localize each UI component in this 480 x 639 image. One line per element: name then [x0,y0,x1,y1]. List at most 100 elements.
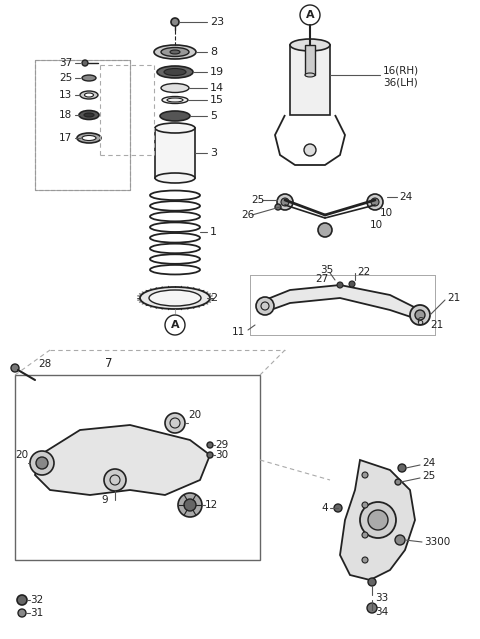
Ellipse shape [140,287,210,309]
Polygon shape [265,285,420,320]
Text: 24: 24 [422,458,435,468]
Text: 2: 2 [210,293,217,303]
Circle shape [184,499,196,511]
Circle shape [334,504,342,512]
Circle shape [104,469,126,491]
Ellipse shape [305,73,315,77]
Polygon shape [340,460,415,580]
Bar [250,275,435,335]
Circle shape [207,442,213,448]
Text: 21: 21 [447,293,460,303]
Text: 10: 10 [370,220,383,230]
Circle shape [368,510,388,530]
Ellipse shape [149,290,201,306]
Text: 11: 11 [232,327,245,337]
Text: 19: 19 [210,67,224,77]
Ellipse shape [154,45,196,59]
Circle shape [36,457,48,469]
Circle shape [368,578,376,586]
Circle shape [178,493,202,517]
Ellipse shape [77,133,101,143]
Text: 25: 25 [252,195,265,205]
Text: 4: 4 [322,503,328,513]
Text: 36(LH): 36(LH) [383,77,418,87]
Circle shape [30,451,54,475]
Circle shape [18,609,26,617]
Text: 3: 3 [210,148,217,158]
Text: 5: 5 [210,111,217,121]
Text: 35: 35 [320,265,333,275]
Text: 10: 10 [380,208,393,218]
Circle shape [367,603,377,613]
Circle shape [171,18,179,26]
Circle shape [395,479,401,485]
Circle shape [275,204,281,210]
Circle shape [207,452,213,458]
Circle shape [318,223,332,237]
Bar [35,60,130,190]
Circle shape [17,595,27,605]
Text: 24: 24 [399,192,412,202]
Text: 18: 18 [59,110,72,120]
Text: 17: 17 [59,133,72,143]
Ellipse shape [161,84,189,93]
Text: 9: 9 [102,495,108,505]
Ellipse shape [164,68,186,75]
Text: 37: 37 [59,58,72,68]
Text: 27: 27 [315,274,328,284]
Text: A: A [306,10,314,20]
Circle shape [360,502,396,538]
Ellipse shape [155,173,195,183]
Text: 30: 30 [215,450,228,460]
Text: 33: 33 [375,593,388,603]
Ellipse shape [155,123,195,133]
Text: 28: 28 [38,359,51,369]
Circle shape [371,198,379,206]
Circle shape [362,502,368,508]
Circle shape [398,464,406,472]
Text: A: A [171,320,180,330]
Text: 7: 7 [105,357,112,369]
Ellipse shape [82,135,96,141]
Text: 26: 26 [242,210,255,220]
Ellipse shape [157,66,193,78]
Text: 13: 13 [59,90,72,100]
Text: 25: 25 [59,73,72,83]
Circle shape [82,60,88,66]
Circle shape [11,364,19,372]
Circle shape [395,535,405,545]
Text: 25: 25 [422,471,435,481]
Circle shape [362,532,368,538]
Circle shape [304,144,316,156]
Text: 20: 20 [15,450,28,460]
Ellipse shape [82,75,96,81]
Bar [155,128,195,178]
Bar [305,45,315,75]
Circle shape [410,305,430,325]
Text: 22: 22 [357,267,370,277]
Text: 21: 21 [430,320,443,330]
Circle shape [349,281,355,287]
Text: 8: 8 [210,47,217,57]
Circle shape [277,194,293,210]
Circle shape [367,194,383,210]
Text: 12: 12 [205,500,218,510]
Circle shape [337,282,343,288]
Circle shape [362,557,368,563]
Ellipse shape [79,111,99,119]
Text: 6: 6 [417,317,423,327]
Ellipse shape [84,113,94,117]
Text: 31: 31 [30,608,43,618]
Bar [290,45,330,115]
Circle shape [415,310,425,320]
Text: 15: 15 [210,95,224,105]
Text: 1: 1 [210,227,217,237]
Text: 29: 29 [215,440,228,450]
Text: 32: 32 [30,595,43,605]
Ellipse shape [161,47,189,56]
Ellipse shape [160,111,190,121]
Ellipse shape [162,96,188,104]
Circle shape [256,297,274,315]
Text: 34: 34 [375,607,388,617]
Text: 16(RH): 16(RH) [383,65,419,75]
